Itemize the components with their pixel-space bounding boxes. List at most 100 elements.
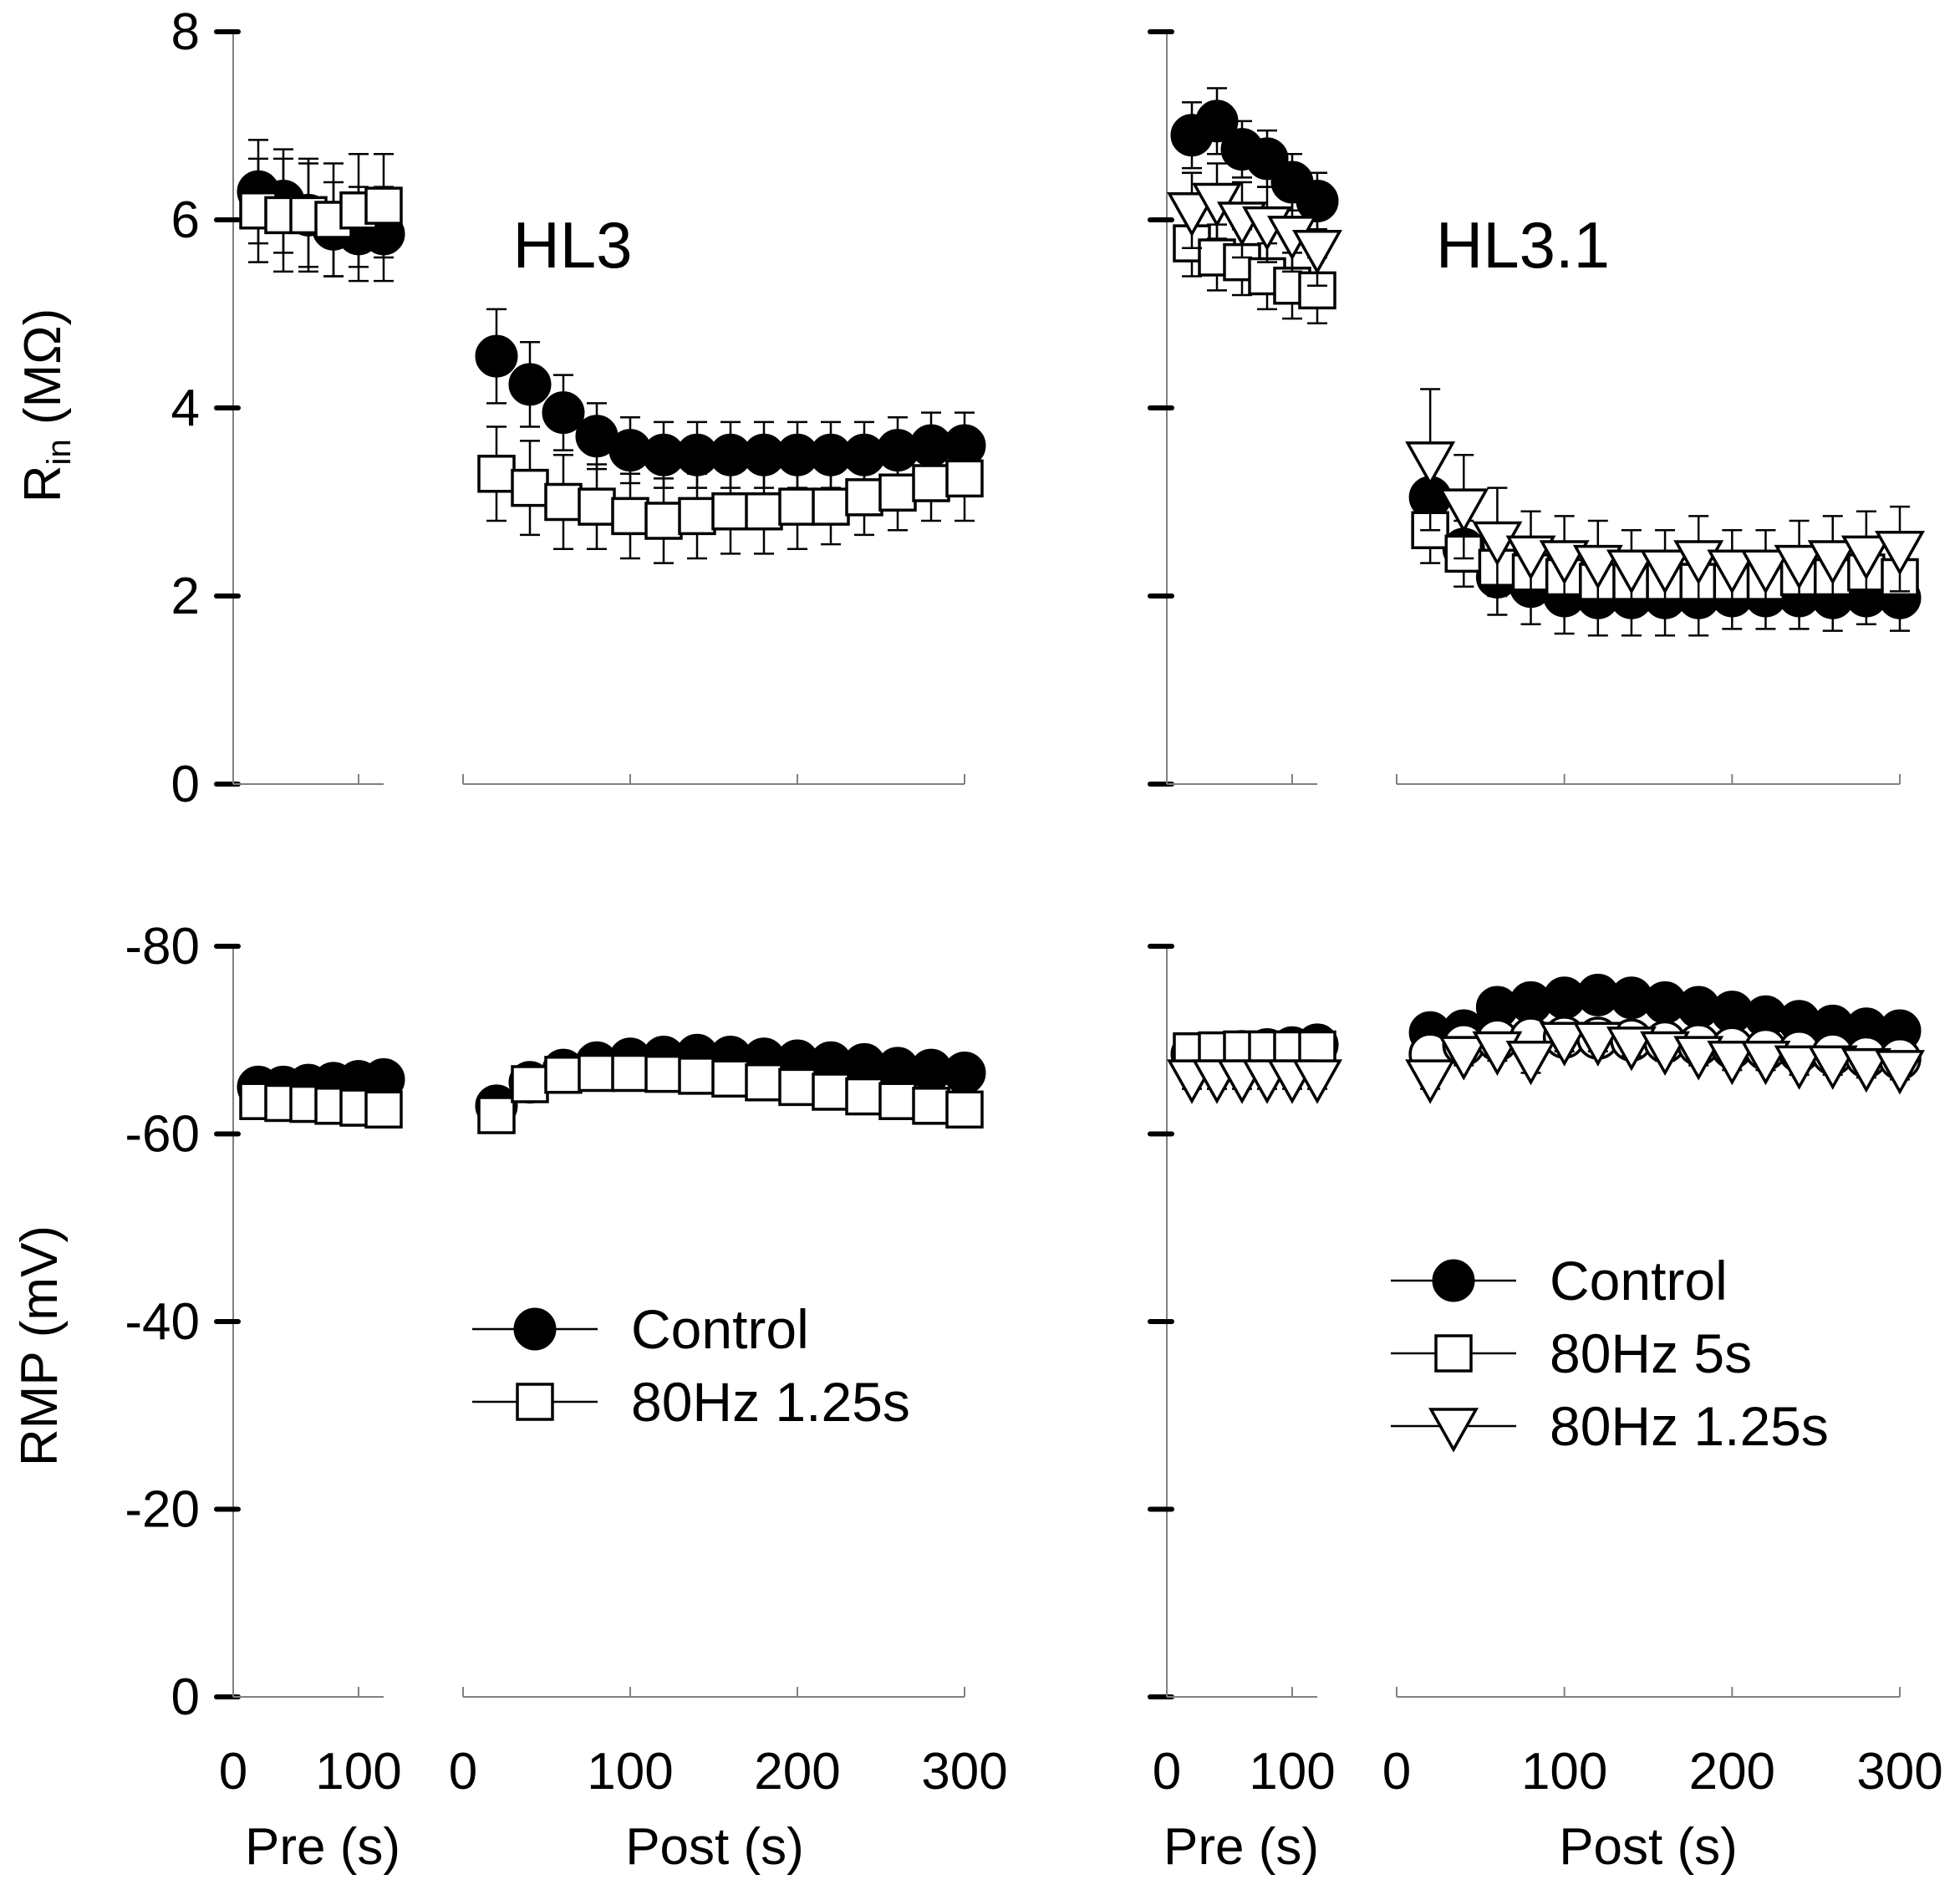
data-point-hl31-rin-post-2-10 bbox=[1740, 549, 1791, 594]
data-point-hl31-rmp-post-2-1 bbox=[1438, 1036, 1489, 1081]
series-hl31-rin-post-2 bbox=[1405, 388, 1925, 607]
data-point-hl31-rmp-post-2-7 bbox=[1640, 1031, 1691, 1077]
data-point-hl31-rmp-post-2-8 bbox=[1673, 1036, 1724, 1081]
data-point-hl31-rmp-post-2-12 bbox=[1807, 1045, 1858, 1090]
axes-layer: 0 2 4 6 8 0 -20 -40 -60 -80 0 100 0 100 200 300 0 100 0 100… bbox=[125, 3, 1942, 1801]
series-hl3-rin-post-0 bbox=[475, 308, 986, 489]
data-point-hl31-rmp-pre-2-5 bbox=[1292, 1059, 1342, 1104]
legend-marker-hl3-1 bbox=[516, 1383, 554, 1421]
data-point-hl3-rin-post-0-0 bbox=[475, 334, 518, 378]
legend-marker-hl31-1 bbox=[1434, 1334, 1473, 1373]
y-tick-label-hl3-rin-1: 2 bbox=[171, 568, 200, 625]
x-axis-title-hl3-pre: Pre (s) bbox=[245, 1818, 400, 1876]
data-point-hl31-rin-post-2-7 bbox=[1640, 549, 1691, 594]
data-point-hl3-rin-post-1-5 bbox=[644, 502, 683, 540]
data-point-hl3-rin-pre-1-5 bbox=[364, 186, 403, 225]
data-point-hl3-rin-post-1-9 bbox=[778, 487, 817, 526]
data-point-hl3-rmp-post-1-11 bbox=[845, 1077, 883, 1116]
legend-label-hl31-2: 80Hz 1.25s bbox=[1550, 1395, 1829, 1457]
data-point-hl3-rmp-post-1-6 bbox=[678, 1057, 716, 1095]
legend-label-hl31-1: 80Hz 5s bbox=[1550, 1322, 1752, 1384]
x-axis-title-hl31-pre: Pre (s) bbox=[1163, 1818, 1319, 1876]
data-point-hl3-rin-post-1-7 bbox=[711, 492, 750, 531]
y-axis-title-rin-sub: in bbox=[41, 439, 78, 465]
x-tick-label-hl3-rmp-post-0: 0 bbox=[449, 1743, 477, 1801]
panel-title-hl31: HL3.1 bbox=[1436, 208, 1610, 282]
y-tick-label-hl3-rin-4: 8 bbox=[171, 3, 200, 61]
data-point-hl3-rin-post-1-3 bbox=[578, 487, 616, 526]
data-point-hl3-rmp-post-1-10 bbox=[812, 1072, 850, 1111]
data-point-hl3-rin-post-1-10 bbox=[812, 487, 850, 526]
data-point-hl3-rmp-post-1-2 bbox=[544, 1056, 583, 1094]
series-hl3-rin-post-1 bbox=[477, 425, 984, 564]
legend-marker-hl31-2 bbox=[1428, 1408, 1479, 1453]
data-point-hl31-rmp-post-2-3 bbox=[1505, 1040, 1556, 1086]
y-axis-title-rin: Rin (MΩ) bbox=[14, 308, 78, 502]
data-point-hl3-rmp-post-1-12 bbox=[878, 1082, 917, 1120]
x-tick-label-hl31-rmp-post-1: 100 bbox=[1521, 1743, 1607, 1801]
y-tick-label-hl3-rmp-0: 0 bbox=[171, 1668, 200, 1726]
y-axis-title-rin-main: R bbox=[14, 465, 72, 502]
y-tick-label-hl3-rmp-2: -40 bbox=[125, 1293, 200, 1351]
x-tick-label-hl31-rmp-post-0: 0 bbox=[1382, 1743, 1411, 1801]
data-point-hl3-rmp-post-1-5 bbox=[644, 1054, 683, 1093]
x-tick-label-hl31-rmp-pre-1: 100 bbox=[1249, 1743, 1335, 1801]
data-point-hl3-rin-post-1-11 bbox=[845, 478, 883, 517]
x-tick-label-hl3-rmp-post-1: 100 bbox=[587, 1743, 673, 1801]
data-point-hl31-rmp-post-2-5 bbox=[1572, 1021, 1623, 1067]
y-tick-label-hl3-rin-2: 4 bbox=[171, 380, 200, 437]
data-point-hl31-rmp-post-2-11 bbox=[1774, 1045, 1825, 1090]
data-point-hl3-rin-post-1-13 bbox=[912, 464, 950, 502]
data-point-hl3-rin-post-1-12 bbox=[878, 473, 917, 512]
data-point-hl3-rmp-post-1-9 bbox=[778, 1067, 817, 1107]
data-point-hl31-rin-post-2-3 bbox=[1505, 535, 1556, 580]
series-hl31-rmp-post-2 bbox=[1405, 1021, 1925, 1104]
data-point-hl31-rmp-post-2-6 bbox=[1606, 1026, 1657, 1072]
data-point-hl31-rin-post-2-2 bbox=[1472, 521, 1523, 567]
y-tick-label-hl3-rin-0: 0 bbox=[171, 756, 200, 813]
data-point-hl31-rin-post-2-13 bbox=[1840, 535, 1891, 580]
data-point-hl3-rmp-post-1-7 bbox=[711, 1059, 750, 1098]
data-point-hl3-rin-post-1-1 bbox=[511, 468, 549, 507]
y-tick-label-hl3-rin-3: 6 bbox=[171, 191, 200, 249]
data-point-hl3-rmp-post-1-1 bbox=[511, 1065, 549, 1103]
data-point-hl3-rmp-post-1-13 bbox=[912, 1087, 950, 1125]
data-point-hl3-rmp-post-1-14 bbox=[945, 1090, 984, 1129]
data-point-hl3-rin-post-1-14 bbox=[945, 459, 984, 498]
y-axis-title-rmp: RMP (mV) bbox=[11, 1225, 69, 1466]
data-point-hl31-rin-post-2-11 bbox=[1774, 544, 1825, 590]
x-tick-label-hl31-rmp-post-2: 200 bbox=[1689, 1743, 1775, 1801]
series-hl3-rmp-post-1 bbox=[477, 1053, 984, 1134]
data-point-hl31-rin-post-2-0 bbox=[1405, 441, 1456, 486]
series-hl31-rin-pre-2 bbox=[1167, 162, 1342, 287]
data-point-hl31-rmp-post-2-14 bbox=[1875, 1050, 1925, 1095]
data-point-hl3-rmp-post-1-0 bbox=[477, 1096, 516, 1134]
legend-label-hl31-0: Control bbox=[1550, 1250, 1728, 1312]
data-point-hl31-rin-post-2-12 bbox=[1807, 540, 1858, 585]
data-point-hl31-rin-post-2-1 bbox=[1438, 488, 1489, 533]
data-point-hl31-rin-post-2-5 bbox=[1572, 544, 1623, 590]
series-hl3-rmp-pre-1 bbox=[239, 1082, 403, 1129]
data-point-hl3-rin-post-1-4 bbox=[611, 497, 649, 536]
data-point-hl3-rmp-pre-1-5 bbox=[364, 1090, 403, 1129]
data-point-hl31-rin-post-2-6 bbox=[1606, 549, 1657, 594]
x-axis-title-hl3-post: Post (s) bbox=[625, 1818, 804, 1876]
data-point-hl31-rmp-post-2-10 bbox=[1740, 1040, 1791, 1086]
x-tick-label-hl31-rmp-pre-0: 0 bbox=[1153, 1743, 1181, 1801]
legend-layer: Control 80Hz 1.25s Control 80Hz 5s 80Hz 1.25… bbox=[472, 1250, 1829, 1457]
data-point-hl3-rmp-post-0-14 bbox=[943, 1052, 986, 1095]
legend-label-hl3-0: Control bbox=[631, 1298, 809, 1360]
data-point-hl3-rin-post-1-2 bbox=[544, 482, 583, 522]
data-point-hl3-rmp-post-1-4 bbox=[611, 1053, 649, 1093]
x-tick-label-hl3-rmp-pre-1: 100 bbox=[315, 1743, 401, 1801]
data-point-hl3-rin-post-0-2 bbox=[542, 391, 585, 435]
data-point-hl31-rin-pre-2-5 bbox=[1292, 230, 1342, 275]
data-point-hl3-rin-post-1-0 bbox=[477, 455, 516, 493]
legend-label-hl3-1: 80Hz 1.25s bbox=[631, 1371, 910, 1433]
x-tick-label-hl3-rmp-post-3: 300 bbox=[921, 1743, 1007, 1801]
data-point-hl31-rmp-post-2-13 bbox=[1840, 1047, 1891, 1093]
legend-marker-hl31-0 bbox=[1432, 1259, 1475, 1302]
panel-title-hl3: HL3 bbox=[512, 208, 632, 282]
legend-marker-hl3-0 bbox=[513, 1307, 557, 1351]
series-hl31-rmp-pre-2 bbox=[1167, 1059, 1342, 1104]
